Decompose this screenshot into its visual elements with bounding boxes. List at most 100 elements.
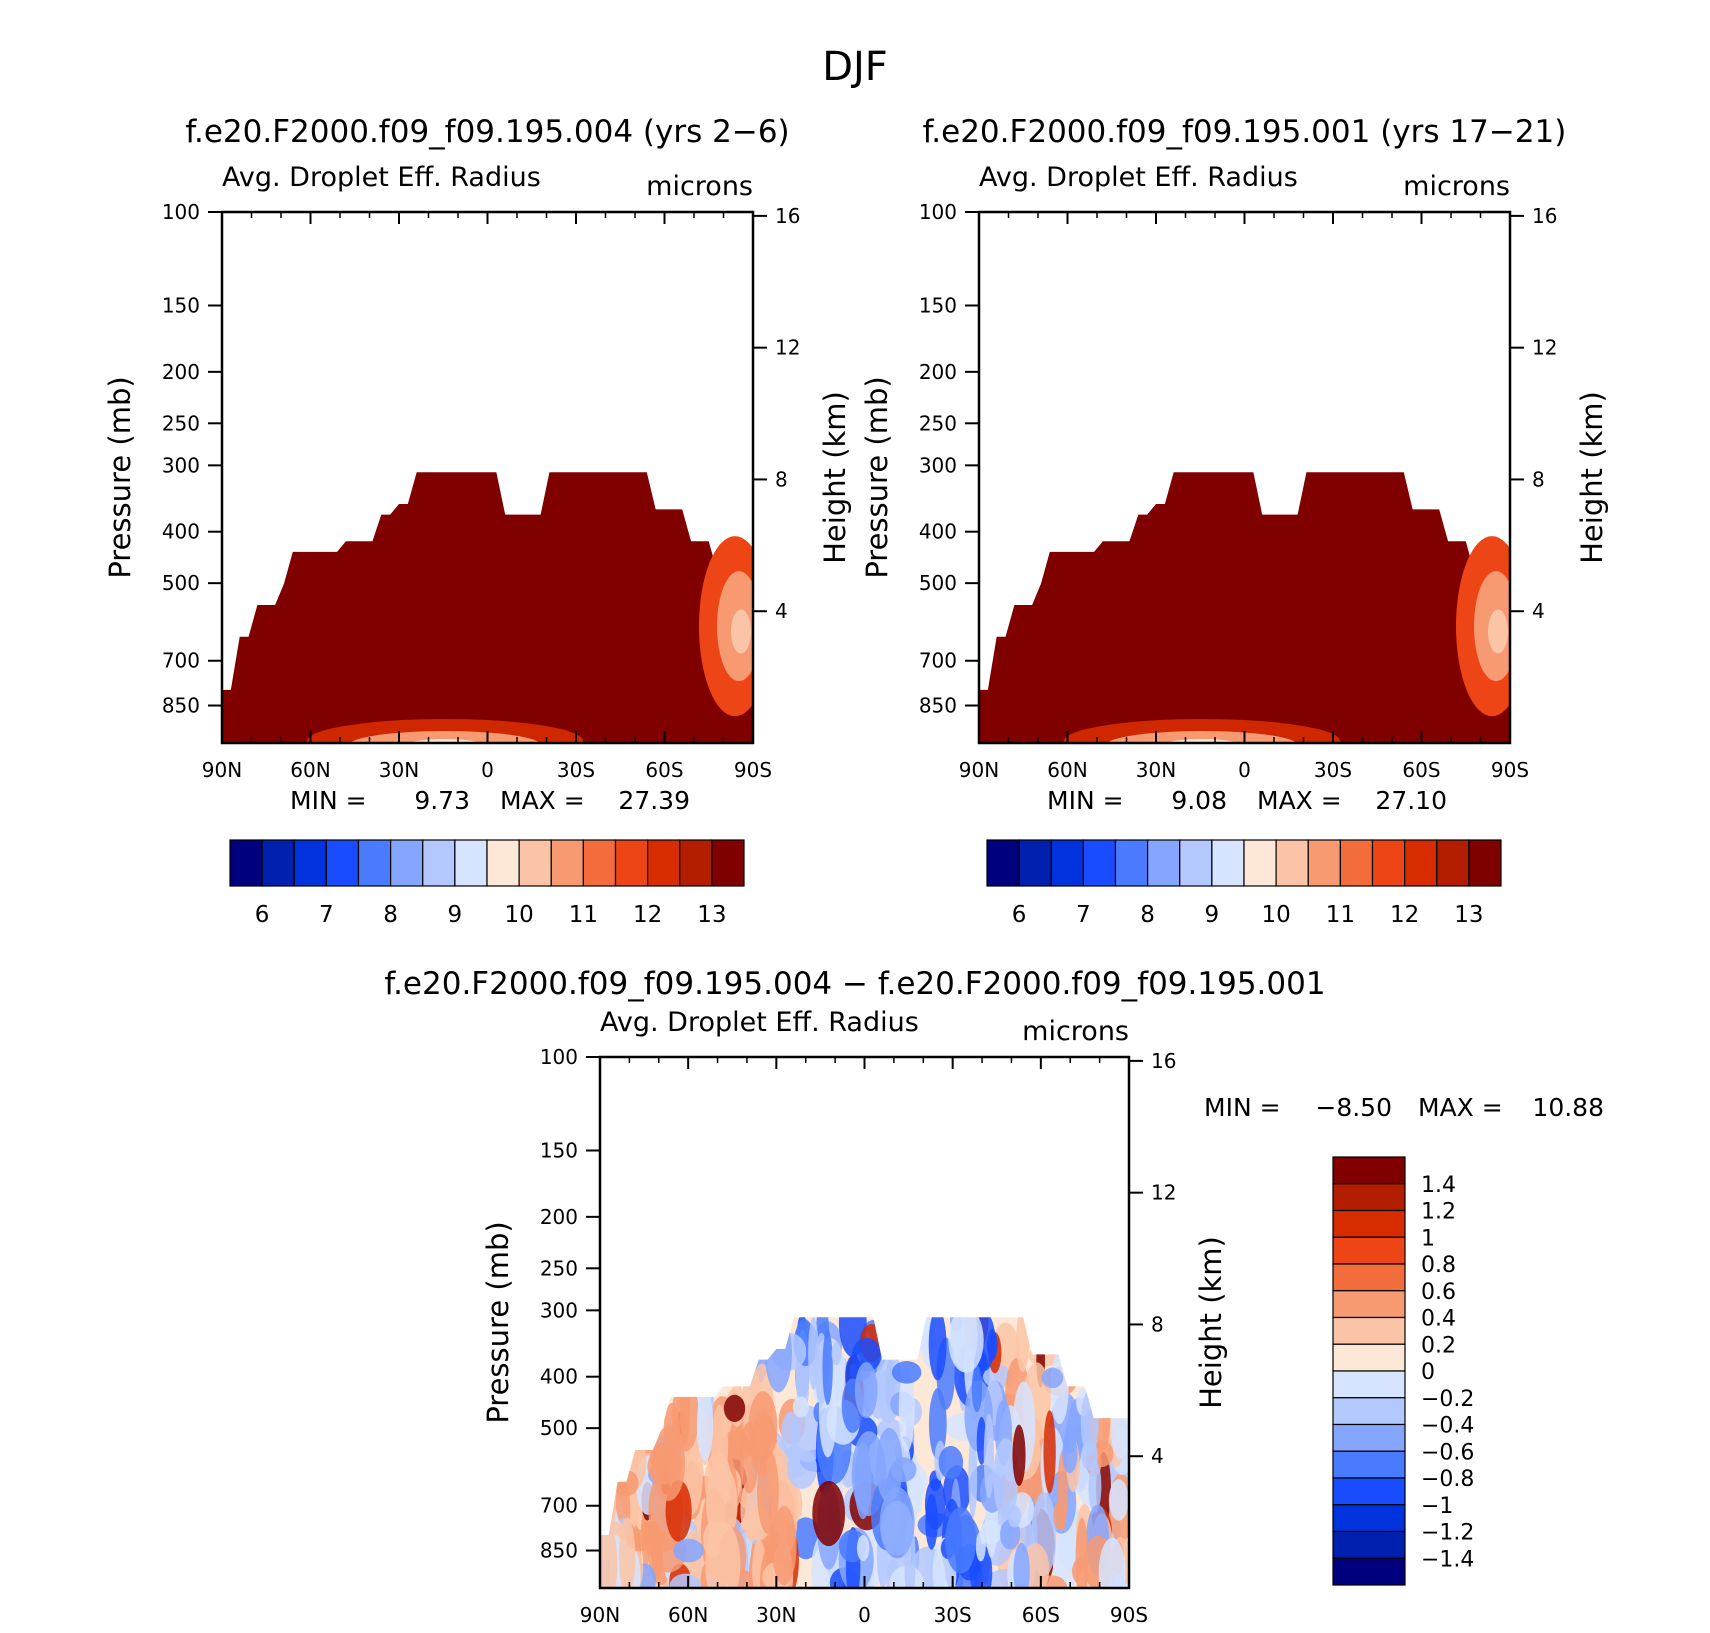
colorbar-swatch (1332, 1504, 1406, 1533)
colorbar-swatch (1275, 839, 1309, 887)
colorbar-swatch (1050, 839, 1084, 887)
y-axis-title: Pressure (mb) (103, 376, 137, 578)
diff-patch (600, 1521, 618, 1588)
y-axis-title: Pressure (mb) (481, 1221, 515, 1423)
colorbar-swatch (1332, 1557, 1406, 1586)
y2-tick-label: 16 (1532, 204, 1557, 228)
diff-patch (651, 1426, 686, 1501)
colorbar-label: −0.2 (1421, 1387, 1474, 1412)
diff-patch (945, 1506, 977, 1574)
y2-tick-label: 4 (1151, 1444, 1164, 1468)
diff-patch (969, 1543, 993, 1588)
diff-patch (1013, 1542, 1030, 1588)
diff-patch (856, 1534, 870, 1562)
colorbar-swatch (1436, 839, 1470, 887)
diff-patch (748, 1391, 778, 1462)
x-tick-label: 0 (1238, 758, 1251, 782)
southern-plume-core (731, 609, 751, 654)
low-level-band-inner (1107, 731, 1297, 743)
colorbar-swatch (1404, 839, 1438, 887)
colorbar-label: 10 (504, 902, 533, 928)
colorbar-label: 9 (448, 902, 463, 928)
colorbar-swatch (647, 839, 681, 887)
y-tick-label: 850 (162, 694, 200, 718)
figure-title: DJF (822, 44, 888, 90)
colorbar-swatch (1468, 839, 1502, 887)
variable-label: Avg. Droplet Eff. Radius (222, 162, 541, 193)
diff-patch (975, 1531, 986, 1562)
colorbar-swatch (1339, 839, 1374, 887)
filled-region (222, 472, 753, 743)
max-label: MAX = (1257, 786, 1342, 815)
colorbar-swatch (325, 839, 360, 887)
colorbar-swatch (454, 839, 488, 887)
colorbar-swatch (711, 839, 745, 887)
colorbar-swatch (1332, 1209, 1406, 1238)
diff-patch (696, 1387, 714, 1462)
panel-title: f.e20.F2000.f09_f09.195.004 (yrs 2−6) (185, 114, 789, 150)
y-tick-label: 100 (919, 200, 957, 224)
colorbar-swatch (293, 839, 327, 887)
y-tick-label: 250 (919, 411, 957, 435)
diff-patch (1053, 1502, 1066, 1530)
variable-label: Avg. Droplet Eff. Radius (979, 162, 1298, 193)
diff-patch (1075, 1517, 1089, 1588)
diff-patch (1041, 1367, 1064, 1389)
y-tick-label: 300 (919, 453, 957, 477)
min-value: 9.08 (1171, 786, 1227, 815)
diff-patch (852, 1337, 882, 1372)
x-tick-label: 60N (290, 758, 330, 782)
colorbar-swatch (422, 839, 456, 887)
x-tick-label: 90S (1110, 1603, 1148, 1627)
chart-panel-1: f.e20.F2000.f09_f09.195.004 (yrs 2−6) Avg… (103, 114, 852, 928)
colorbar-label: −1.2 (1421, 1521, 1474, 1546)
colorbar-swatch (1332, 1290, 1406, 1319)
colorbar-label: 0.2 (1421, 1333, 1456, 1358)
colorbar-swatch (1332, 1183, 1406, 1212)
min-value: −8.50 (1315, 1093, 1392, 1122)
colorbar-label: 8 (383, 902, 398, 928)
x-tick-label: 30S (557, 758, 595, 782)
colorbar-label: 13 (697, 902, 726, 928)
diff-patch (1007, 1505, 1022, 1528)
max-label: MAX = (1418, 1093, 1503, 1122)
diff-patch (914, 1474, 923, 1514)
units-label: microns (1022, 1016, 1129, 1047)
colorbar-swatch (1332, 1263, 1406, 1292)
diff-patch (938, 1445, 964, 1480)
diff-patch (854, 1362, 878, 1419)
colorbar: 1.41.210.80.60.40.20−0.2−0.4−0.6−0.8−1−1… (1332, 1156, 1474, 1586)
contour-field (222, 472, 753, 743)
colorbar-label: 6 (1012, 902, 1027, 928)
x-tick-label: 30S (1314, 758, 1352, 782)
diff-patch (619, 1517, 636, 1588)
colorbar-label: 7 (1076, 902, 1091, 928)
max-label: MAX = (500, 786, 585, 815)
contour-field (979, 472, 1510, 743)
diff-patch (781, 1411, 801, 1458)
y-tick-label: 250 (540, 1256, 578, 1280)
y2-tick-label: 8 (1532, 467, 1545, 491)
units-label: microns (646, 171, 753, 202)
diff-patch (673, 1538, 704, 1563)
diff-patch (1088, 1459, 1102, 1513)
y2-tick-label: 16 (1151, 1049, 1176, 1073)
colorbar-label: 9 (1205, 902, 1220, 928)
y-tick-label: 700 (162, 649, 200, 673)
y2-tick-label: 12 (775, 336, 800, 360)
y2-axis-title: Height (km) (818, 391, 852, 564)
diff-patch (875, 1427, 903, 1504)
y2-tick-label: 8 (1151, 1312, 1164, 1336)
colorbar-label: −1 (1421, 1494, 1453, 1519)
y-tick-label: 500 (162, 571, 200, 595)
colorbar-label: 8 (1140, 902, 1155, 928)
min-label: MIN = (1204, 1093, 1281, 1122)
colorbar-swatch (1307, 839, 1341, 887)
diff-patch (968, 1435, 978, 1519)
low-level-band-core (408, 739, 482, 743)
colorbar-label: 11 (1326, 902, 1355, 928)
low-level-band-inner (350, 731, 540, 743)
colorbar-label: −0.4 (1421, 1414, 1474, 1439)
diff-patch (786, 1448, 818, 1489)
colorbar-swatch (1082, 839, 1117, 887)
